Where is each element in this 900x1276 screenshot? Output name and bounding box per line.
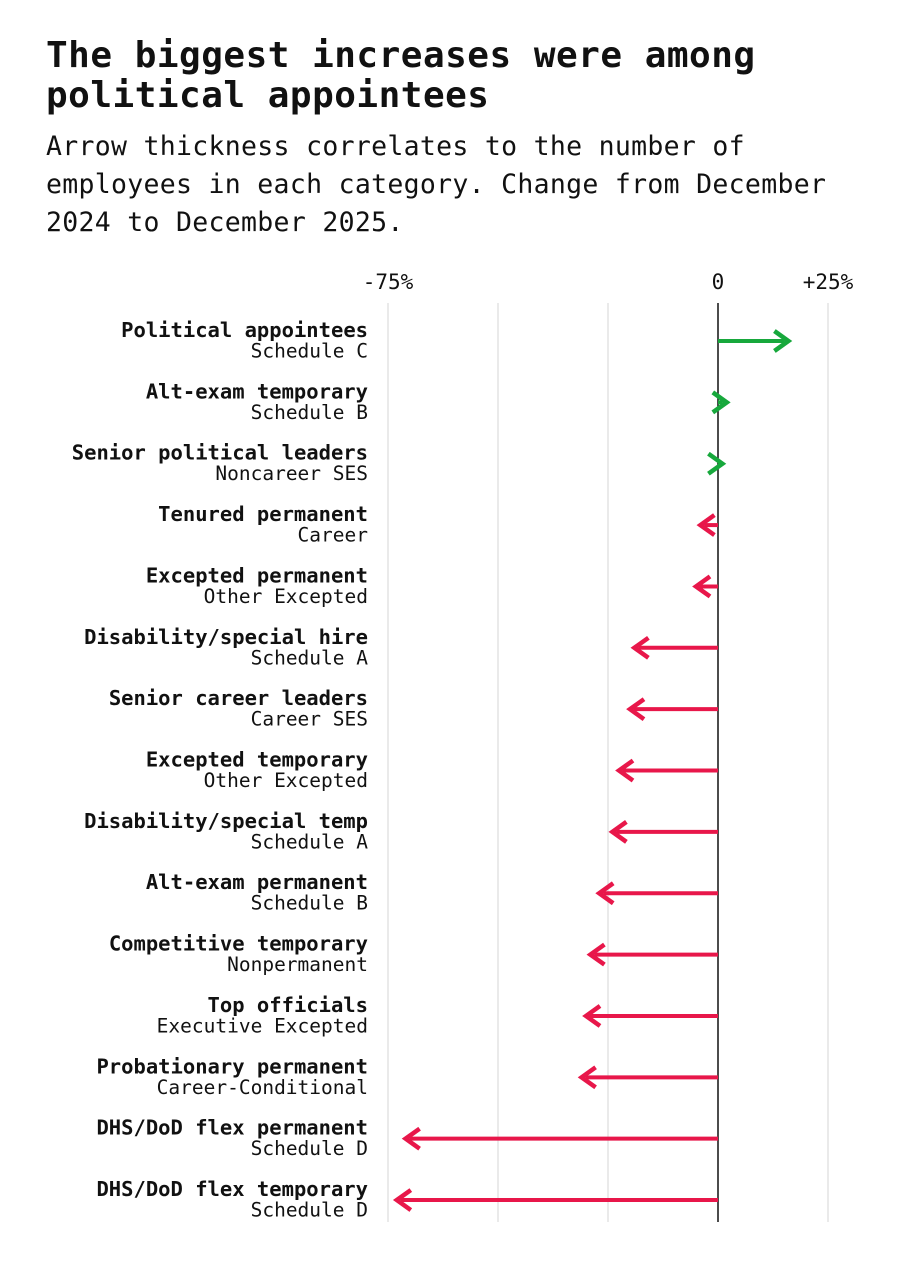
- subcategory-label: Schedule C: [251, 340, 368, 363]
- category-label: Disability/special temp: [84, 809, 368, 833]
- arrow-head: [608, 820, 628, 844]
- arrow-head: [595, 881, 615, 906]
- subcategory-label: Schedule D: [251, 1137, 368, 1160]
- category-label: Tenured permanent: [158, 502, 368, 526]
- arrow-head: [582, 1004, 602, 1028]
- arrow-head: [630, 635, 650, 660]
- chart-subtitle: Arrow thickness correlates to the number…: [46, 131, 827, 238]
- arrow-head: [577, 1065, 597, 1090]
- subcategory-label: Executive Excepted: [157, 1014, 368, 1037]
- category-label: Excepted permanent: [146, 563, 368, 587]
- subcategory-label: Other Excepted: [204, 585, 368, 608]
- subcategory-label: Schedule B: [251, 892, 368, 915]
- category-label: Senior career leaders: [109, 686, 368, 710]
- arrow-head: [401, 1126, 421, 1151]
- subcategory-label: Nonpermanent: [227, 953, 368, 976]
- subcategory-label: Schedule A: [251, 646, 369, 669]
- arrow-head: [586, 942, 606, 967]
- subcategory-label: Career: [298, 524, 368, 547]
- category-label: Excepted temporary: [146, 748, 368, 772]
- chart-title: The biggest increases were among politic…: [46, 35, 756, 116]
- category-label: Top officials: [208, 993, 368, 1017]
- subcategory-label: Schedule D: [251, 1199, 368, 1222]
- arrow-head: [392, 1188, 413, 1212]
- arrow-head: [696, 513, 716, 537]
- arrow-head: [626, 697, 646, 721]
- subcategory-label: Other Excepted: [204, 769, 368, 792]
- category-label: DHS/DoD flex temporary: [96, 1177, 368, 1201]
- arrow-head: [773, 329, 793, 353]
- subcategory-label: Schedule B: [251, 401, 368, 424]
- x-tick-label: 0: [712, 270, 725, 294]
- x-tick-label: +25%: [803, 270, 854, 294]
- category-label: Disability/special hire: [84, 625, 368, 649]
- x-tick-label: -75%: [363, 270, 414, 294]
- category-label: Senior political leaders: [72, 441, 368, 465]
- arrow-head: [692, 574, 712, 599]
- category-label: Alt-exam permanent: [146, 870, 368, 894]
- subcategory-label: Career-Conditional: [157, 1076, 368, 1099]
- subcategory-label: Noncareer SES: [215, 462, 368, 485]
- category-label: DHS/DoD flex permanent: [96, 1116, 368, 1140]
- arrow-head: [707, 451, 727, 476]
- arrow-head: [615, 758, 635, 783]
- category-label: Probationary permanent: [96, 1054, 368, 1078]
- category-label: Competitive temporary: [109, 932, 368, 956]
- category-label: Political appointees: [121, 318, 368, 342]
- subcategory-label: Career SES: [251, 708, 368, 731]
- subcategory-label: Schedule A: [251, 830, 369, 853]
- arrow-head: [711, 390, 731, 415]
- category-label: Alt-exam temporary: [146, 379, 368, 403]
